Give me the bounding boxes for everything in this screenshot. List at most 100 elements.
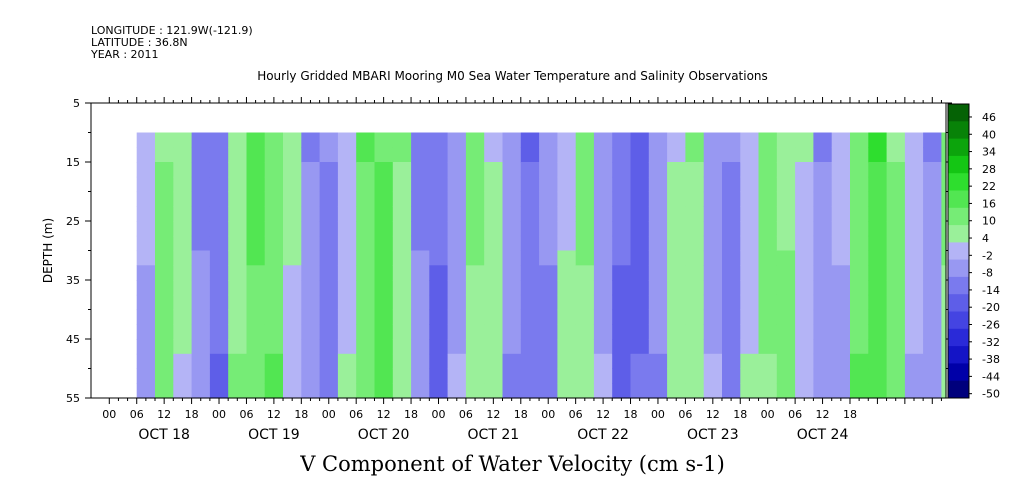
- heatmap-cell: [795, 206, 814, 222]
- heatmap-cell: [484, 265, 504, 281]
- heatmap-cell: [740, 280, 760, 296]
- heatmap-cell: [593, 294, 613, 311]
- heatmap-cell: [136, 353, 156, 370]
- heatmap-cell: [831, 132, 851, 148]
- heatmap-cell: [667, 176, 686, 193]
- heatmap-cell: [319, 176, 339, 193]
- heatmap-cell: [593, 309, 613, 325]
- heatmap-cell: [155, 265, 174, 281]
- heatmap-cell: [612, 176, 632, 193]
- heatmap-cell: [722, 383, 741, 399]
- heatmap-cell: [904, 132, 924, 148]
- heatmap-cell: [155, 250, 174, 266]
- colorbar-label: -44: [982, 370, 1000, 383]
- heatmap-cell: [283, 280, 302, 296]
- heatmap-cell: [191, 309, 211, 325]
- heatmap-cell: [539, 176, 558, 193]
- heatmap-cell: [593, 206, 613, 222]
- heatmap-cell: [904, 324, 924, 340]
- x-tick-label: 12: [596, 408, 610, 421]
- heatmap-cell: [301, 294, 321, 311]
- heatmap-cell: [758, 162, 778, 178]
- heatmap-cell: [886, 339, 906, 355]
- colorbar-segment: [948, 155, 969, 174]
- colorbar-segment: [948, 121, 969, 140]
- heatmap-cell: [209, 191, 229, 207]
- heatmap-cell: [557, 191, 577, 207]
- heatmap-cell: [356, 147, 376, 163]
- heatmap-cell: [740, 368, 760, 384]
- heatmap-cell: [191, 265, 211, 281]
- heatmap-cell: [246, 147, 266, 163]
- heatmap-cell: [191, 206, 211, 222]
- heatmap-cell: [429, 280, 449, 296]
- heatmap-cell: [337, 235, 357, 252]
- heatmap-cell: [283, 368, 302, 384]
- heatmap-cell: [831, 265, 851, 281]
- heatmap-cell: [411, 250, 430, 266]
- colorbar-label: -20: [982, 301, 1000, 314]
- heatmap-cell: [575, 191, 595, 207]
- heatmap-cell: [337, 353, 357, 370]
- heatmap-cell: [740, 132, 760, 148]
- heatmap-cell: [758, 265, 778, 281]
- heatmap-cell: [484, 294, 504, 311]
- heatmap-cell: [283, 383, 302, 399]
- heatmap-cell: [758, 383, 778, 399]
- heatmap-cell: [868, 383, 888, 399]
- heatmap-cell: [648, 280, 668, 296]
- heatmap-cell: [136, 324, 156, 340]
- heatmap-cell: [356, 353, 376, 370]
- heatmap-cell: [776, 309, 796, 325]
- heatmap-cell: [301, 280, 321, 296]
- heatmap-cell: [484, 339, 504, 355]
- heatmap-cell: [630, 235, 650, 252]
- heatmap-cell: [667, 280, 686, 296]
- heatmap-cell: [411, 339, 430, 355]
- heatmap-cell: [758, 368, 778, 384]
- heatmap-cell: [776, 280, 796, 296]
- heatmap-cell: [941, 162, 947, 178]
- heatmap-cell: [685, 265, 705, 281]
- colorbar-segment: [948, 207, 969, 226]
- heatmap-cell: [941, 324, 947, 340]
- heatmap-cell: [337, 176, 357, 193]
- x-tick-label: 18: [185, 408, 199, 421]
- heatmap-cell: [520, 383, 540, 399]
- heatmap-cell: [155, 191, 174, 207]
- heatmap-cell: [539, 339, 558, 355]
- heatmap-cell: [685, 147, 705, 163]
- heatmap-cell: [429, 368, 449, 384]
- heatmap-cell: [575, 383, 595, 399]
- heatmap-cell: [813, 235, 833, 252]
- heatmap-cell: [722, 235, 741, 252]
- heatmap-cell: [283, 162, 302, 178]
- heatmap-cell: [703, 280, 723, 296]
- heatmap-cell: [191, 250, 211, 266]
- heatmap-cell: [520, 250, 540, 266]
- heatmap-cell: [722, 176, 741, 193]
- heatmap-cell: [593, 265, 613, 281]
- heatmap-cell: [575, 221, 595, 237]
- heatmap-cell: [136, 147, 156, 163]
- heatmap-cell: [283, 250, 302, 266]
- heatmap-cell: [283, 339, 302, 355]
- heatmap-cell: [923, 280, 942, 296]
- heatmap-cell: [356, 368, 376, 384]
- heatmap-cell: [831, 368, 851, 384]
- heatmap-cell: [795, 265, 814, 281]
- heatmap-cell: [465, 353, 485, 370]
- heatmap-cell: [502, 294, 522, 311]
- heatmap-cell: [484, 206, 504, 222]
- heatmap-cell: [502, 191, 522, 207]
- heatmap-cell: [831, 383, 851, 399]
- heatmap-cell: [795, 250, 814, 266]
- heatmap-cell: [740, 221, 760, 237]
- heatmap-cell: [411, 176, 430, 193]
- heatmap-cell: [246, 280, 266, 296]
- heatmap-cell: [465, 132, 485, 148]
- heatmap-cell: [374, 191, 394, 207]
- heatmap-cell: [374, 206, 394, 222]
- heatmap-cell: [209, 250, 229, 266]
- heatmap-cell: [630, 368, 650, 384]
